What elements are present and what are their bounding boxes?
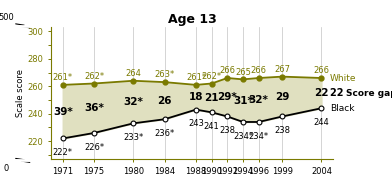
Text: 36*: 36* [84, 103, 104, 113]
Text: 31*: 31* [233, 96, 253, 106]
Text: White: White [330, 74, 356, 82]
Text: 236*: 236* [154, 129, 175, 138]
Text: 266: 266 [314, 66, 329, 75]
Text: 226*: 226* [84, 143, 104, 152]
Text: 261*: 261* [186, 73, 206, 82]
Text: 243: 243 [188, 119, 204, 128]
Text: 39*: 39* [53, 107, 73, 117]
Text: 500: 500 [0, 13, 14, 22]
Text: 22: 22 [330, 88, 350, 98]
Text: 234*: 234* [249, 132, 269, 141]
Text: 21: 21 [205, 93, 219, 103]
Text: 18: 18 [189, 92, 203, 102]
Text: 26: 26 [158, 96, 172, 106]
Y-axis label: Scale score: Scale score [16, 69, 25, 117]
Text: 32*: 32* [249, 95, 269, 105]
Text: Score gap¹: Score gap¹ [347, 89, 392, 98]
Text: 222*: 222* [53, 148, 73, 157]
Text: 261*: 261* [53, 73, 73, 82]
Text: 264: 264 [125, 69, 141, 78]
Text: 241: 241 [204, 122, 220, 131]
Text: 234*: 234* [233, 132, 253, 141]
Text: 265: 265 [235, 68, 251, 77]
Text: 29: 29 [275, 92, 289, 101]
Text: 238: 238 [220, 126, 235, 135]
Text: 0: 0 [3, 164, 8, 173]
Text: 262*: 262* [84, 72, 104, 81]
Text: 233*: 233* [123, 133, 143, 142]
Text: 29*: 29* [218, 92, 237, 102]
Text: 266: 266 [251, 66, 267, 75]
Text: 22: 22 [314, 88, 328, 98]
Text: 262*: 262* [201, 72, 222, 81]
Text: 267: 267 [274, 65, 290, 74]
Text: 244: 244 [314, 118, 329, 127]
Text: Black: Black [330, 104, 354, 113]
Text: 266: 266 [220, 66, 235, 75]
Text: 32*: 32* [123, 97, 143, 107]
Title: Age 13: Age 13 [168, 13, 216, 26]
Text: 263*: 263* [154, 70, 175, 79]
Text: 238: 238 [274, 126, 290, 135]
